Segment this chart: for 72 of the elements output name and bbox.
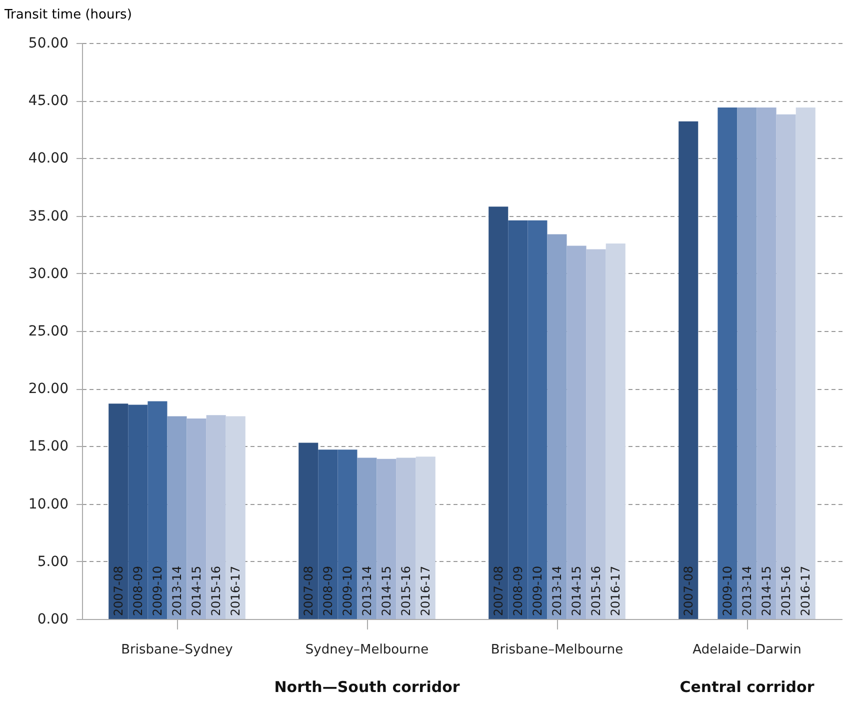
bar: [186, 418, 206, 619]
text: 2008-09: [320, 566, 335, 616]
bar: [318, 450, 338, 619]
x-tick-label: Adelaide–Darwin: [692, 642, 802, 658]
series-label: 2014-15: [380, 566, 394, 616]
series-label: 2007-08: [301, 566, 316, 616]
bar: [488, 206, 508, 619]
bar: [718, 108, 738, 619]
x-tick-label: Sydney–Melbourne: [305, 642, 429, 658]
y-tick-label: 5.00: [37, 554, 68, 570]
y-tick-label: 40.00: [28, 150, 68, 167]
text: 2015-16: [589, 566, 604, 616]
bar: [416, 456, 436, 619]
bar: [226, 416, 246, 619]
text: 2007-08: [681, 566, 696, 616]
bar: [796, 108, 816, 619]
y-axis-title: Transit time (hours): [4, 8, 132, 22]
bar: [108, 404, 128, 619]
y-tick-label: 50.00: [28, 36, 68, 52]
bar: [566, 246, 586, 619]
y-tick-label: 25.00: [28, 324, 68, 340]
bar: [206, 415, 226, 619]
y-tick-label: 0.00: [37, 612, 68, 628]
text: 2013-14: [740, 566, 754, 616]
text: 2016-17: [228, 566, 243, 616]
text: 2014-15: [190, 566, 204, 616]
series-label: 2009-10: [340, 566, 354, 616]
bar: [528, 220, 548, 619]
bar: [678, 121, 698, 619]
y-tick-label: 30.00: [28, 266, 68, 282]
text: 2009-10: [150, 566, 164, 616]
text: 2014-15: [570, 566, 584, 616]
text: 2014-15: [760, 566, 774, 616]
text: Central corridor: [680, 678, 815, 696]
bar: [396, 458, 416, 619]
series-label: 2015-16: [209, 566, 224, 616]
y-tick-label: 15.00: [28, 438, 68, 455]
text: North—South corridor: [274, 678, 460, 696]
bar: [376, 458, 396, 619]
bar: [338, 450, 358, 619]
series-label: 2013-14: [360, 566, 374, 616]
bar: [547, 234, 567, 619]
bar: [737, 108, 757, 619]
bar: [606, 243, 626, 619]
x-tick-label: Brisbane–Melbourne: [490, 642, 624, 658]
y-tick-label: 45.00: [28, 93, 68, 110]
text: 2007-08: [111, 566, 126, 616]
text: 2013-14: [170, 566, 184, 616]
text: 2016-17: [608, 566, 623, 616]
text: 2016-17: [798, 566, 813, 616]
y-tick-label: 20.00: [28, 381, 68, 398]
text: 2015-16: [779, 566, 794, 616]
bar: [586, 249, 606, 619]
series-label: 2016-17: [418, 566, 433, 616]
bar: [357, 458, 377, 619]
x-tick-label: Brisbane–Sydney: [121, 642, 234, 658]
bar: [167, 416, 187, 619]
text: 2007-08: [491, 566, 506, 616]
text: 2015-16: [399, 566, 414, 616]
bar: [508, 220, 528, 619]
text: 2008-09: [510, 566, 525, 616]
y-tick-label: 35.00: [28, 208, 68, 224]
bar: [298, 442, 318, 619]
bar: [756, 108, 776, 619]
series-label: 2008-09: [130, 566, 145, 616]
text: 2009-10: [530, 566, 544, 616]
bar: [776, 114, 796, 619]
bar: [128, 404, 148, 619]
text: 2013-14: [550, 566, 564, 616]
text: 2009-10: [720, 566, 734, 616]
bar: [148, 401, 168, 619]
y-tick-label: 10.00: [28, 496, 68, 512]
